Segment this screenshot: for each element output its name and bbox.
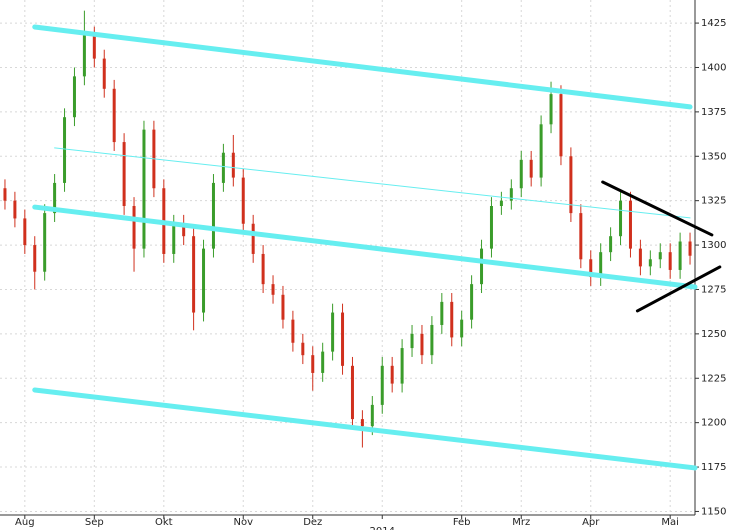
candle-body — [281, 294, 285, 320]
candle-body — [331, 312, 335, 352]
candle-body — [559, 94, 563, 157]
candle-body — [380, 365, 384, 405]
trend-line — [32, 24, 693, 110]
trend-line — [54, 147, 691, 219]
y-tick-label: 1225 — [701, 373, 726, 384]
y-tick-label: 1325 — [701, 196, 726, 207]
x-tick-label: Mrz — [512, 517, 530, 528]
candle-body — [470, 284, 474, 320]
x-tick-label: Aug — [15, 517, 35, 528]
candle-body — [509, 188, 513, 201]
candle-body — [370, 404, 374, 427]
candle-body — [350, 365, 354, 420]
candle-body — [43, 213, 47, 272]
candle-body — [549, 94, 553, 125]
x-tick-label: Mai — [661, 517, 679, 528]
y-tick-label: 1425 — [701, 18, 726, 29]
candle-body — [539, 124, 543, 178]
candle-body — [678, 241, 682, 270]
y-tick-label: 1375 — [701, 107, 726, 118]
candle-body — [311, 355, 315, 373]
y-tick-label: 1175 — [701, 462, 726, 473]
candle-body — [53, 182, 57, 214]
candle-body — [688, 241, 692, 256]
y-tick-label: 1300 — [701, 240, 726, 251]
candle-body — [390, 365, 394, 384]
candle-body — [291, 319, 295, 343]
candle-body — [450, 301, 454, 338]
candle-body — [13, 200, 17, 219]
candle-body — [92, 35, 96, 59]
candle-body — [499, 200, 503, 206]
trend-line — [32, 204, 698, 290]
candle-body — [658, 252, 662, 260]
candle-body — [172, 223, 176, 254]
candle-body — [251, 223, 255, 254]
y-tick-label: 1150 — [701, 506, 726, 517]
candle-body — [271, 284, 275, 295]
candle-body — [430, 324, 434, 356]
x-tick-label: Nov — [233, 517, 253, 528]
trend-line — [635, 265, 722, 313]
candle-body — [122, 142, 126, 206]
candle-body — [192, 236, 196, 313]
x-tick-label: 2014 — [370, 526, 395, 530]
candle-body — [82, 35, 86, 77]
x-tick-label: Sep — [85, 517, 104, 528]
candle-body — [579, 213, 583, 260]
candle-body — [529, 159, 533, 178]
candle-body — [202, 248, 206, 313]
candle-body — [519, 159, 523, 189]
candle-body — [102, 58, 106, 89]
candle-body — [648, 259, 652, 267]
candle-body — [440, 301, 444, 325]
candle-body — [112, 88, 116, 143]
candle-body — [221, 152, 225, 183]
candle-body — [3, 188, 7, 201]
candle-body — [628, 200, 632, 249]
candle-body — [261, 253, 265, 285]
candle-body — [638, 248, 642, 267]
candle-body — [33, 245, 37, 272]
candle-body — [132, 206, 136, 249]
y-tick-label: 1275 — [701, 284, 726, 295]
candle-body — [589, 259, 593, 278]
candle-body — [211, 182, 215, 249]
y-tick-label: 1250 — [701, 329, 726, 340]
candle-body — [72, 76, 76, 118]
candle-body — [668, 252, 672, 270]
candle-body — [460, 319, 464, 338]
candle-body — [400, 348, 404, 384]
candle-body — [23, 218, 27, 246]
candle-body — [321, 351, 325, 373]
candle-body — [241, 177, 245, 224]
candle-body — [599, 252, 603, 278]
candle-body — [609, 236, 613, 253]
candle-body — [231, 152, 235, 178]
candle-body — [63, 117, 67, 183]
candle-body — [480, 248, 484, 285]
x-tick-label: Feb — [453, 517, 471, 528]
trend-line — [601, 180, 714, 237]
candle-body — [410, 333, 414, 349]
candle-body — [619, 200, 623, 237]
candle-body — [341, 312, 345, 366]
x-tick-label: Dez — [303, 517, 322, 528]
candle-body — [489, 206, 493, 249]
candle-body — [142, 129, 146, 249]
x-tick-label: Okt — [155, 517, 173, 528]
candle-body — [569, 156, 573, 214]
candle-body — [182, 223, 186, 237]
x-tick-label: Apr — [582, 517, 600, 528]
y-tick-label: 1400 — [701, 62, 726, 73]
trend-line — [32, 387, 698, 471]
y-tick-label: 1350 — [701, 151, 726, 162]
candle-body — [301, 342, 305, 356]
candle-body — [420, 333, 424, 356]
candle-body — [360, 419, 364, 427]
y-tick-label: 1200 — [701, 418, 726, 429]
